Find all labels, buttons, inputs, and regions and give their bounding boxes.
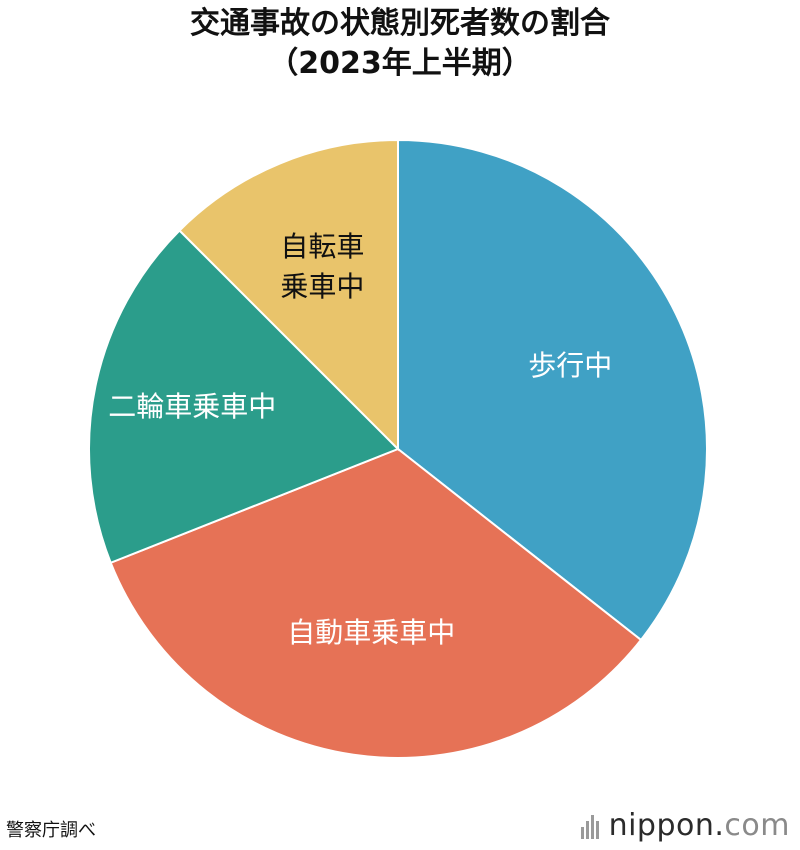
pie-label-3-line0: 自転車 [280, 230, 364, 263]
pie-slice-3 [178, 138, 399, 452]
nippon-com-logo: nippon. com [580, 808, 790, 843]
pie-slice-2 [88, 229, 400, 565]
chart-title: 交通事故の状態別死者数の割合 （2023年上半期） [0, 0, 800, 84]
logo-bars-icon [580, 813, 601, 839]
chart-title-line2: （2023年上半期） [268, 46, 532, 81]
chart-title-line1: 交通事故の状態別死者数の割合 [190, 6, 610, 41]
pie-label-0: 歩行中 [528, 349, 612, 382]
logo-tld: com [724, 808, 790, 843]
logo-dot: . [714, 808, 725, 843]
pie-label-2: 二輪車乗車中 [108, 390, 276, 423]
pie-label-1: 自動車乗車中 [287, 616, 455, 649]
source-note: 警察庁調べ [6, 820, 96, 841]
pie-slice-1 [109, 447, 643, 759]
logo-name: nippon [608, 808, 715, 843]
pie-slice-0 [397, 138, 708, 642]
pie-label-3-line1: 乗車中 [280, 270, 364, 303]
